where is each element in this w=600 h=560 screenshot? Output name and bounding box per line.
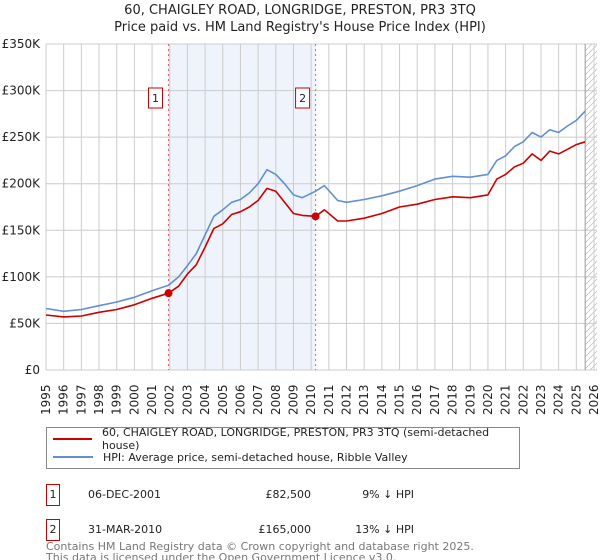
- x-tick-label: 1995: [39, 384, 53, 415]
- x-tick-label: 2011: [322, 384, 336, 415]
- chart-subtitle: Price paid vs. HM Land Registry's House …: [114, 20, 486, 35]
- footer-line-1: Contains HM Land Registry data © Crown c…: [46, 540, 474, 553]
- x-tick-label: 1998: [92, 384, 106, 415]
- sale-marker-label: 1: [152, 92, 159, 105]
- y-tick-label: £350K: [2, 37, 42, 51]
- y-tick-label: £100K: [2, 270, 42, 284]
- transaction-hpi-diff: 13% ↓ HPI: [355, 523, 414, 536]
- y-tick-label: £300K: [2, 84, 42, 98]
- x-tick-label: 2005: [216, 384, 230, 415]
- x-tick-label: 2013: [357, 384, 371, 415]
- transaction-price: £82,500: [265, 488, 312, 501]
- x-tick-label: 2007: [251, 384, 265, 415]
- hpi-line: [45, 110, 586, 313]
- price-chart: 1995 1996 1997 1998 1999 2000 2001 2002 2003 2004…: [2, 37, 600, 415]
- transaction-price: £165,000: [258, 523, 312, 536]
- transaction-row: 1 06-DEC-2001 £82,500 9% ↓ HPI: [46, 484, 486, 506]
- x-tick-label: 2023: [534, 384, 548, 415]
- x-tick-label: 2024: [552, 384, 566, 415]
- footer: Contains HM Land Registry data © Crown c…: [46, 541, 474, 560]
- legend-label-property: 60, CHAIGLEY ROAD, LONGRIDGE, PRESTON, P…: [101, 426, 490, 452]
- legend-item-property: 60, CHAIGLEY ROAD, LONGRIDGE, PRESTON, P…: [53, 426, 519, 452]
- sale-marker-box: [295, 87, 311, 109]
- x-tick-label: 2018: [446, 384, 460, 415]
- x-tick-label: 2001: [145, 384, 159, 415]
- x-tick-label: 2021: [499, 384, 513, 415]
- x-tick-label: 2002: [163, 384, 177, 415]
- sale-marker-label: 2: [299, 92, 306, 105]
- x-tick-label: 2000: [127, 384, 141, 415]
- sale-point: [311, 212, 320, 221]
- legend-swatch-property: [53, 438, 92, 440]
- legend-label-hpi: HPI: Average price, semi-detached house,…: [103, 450, 408, 464]
- x-tick-label: 1997: [74, 384, 88, 415]
- x-tick-label: 2015: [393, 384, 407, 415]
- x-tick-label: 2019: [463, 384, 477, 415]
- x-tick-label: 1996: [57, 384, 71, 415]
- x-tick-label: 2008: [269, 384, 283, 415]
- y-tick-label: £150K: [2, 223, 42, 237]
- y-tick-label: £200K: [2, 177, 42, 191]
- legend-swatch-hpi: [53, 456, 93, 458]
- transaction-date: 06-DEC-2001: [88, 488, 162, 501]
- sale-marker-box: [148, 87, 164, 109]
- shaded-period: [168, 44, 316, 370]
- x-tick-label: 2014: [375, 384, 389, 415]
- y-tick-label: £0: [25, 363, 40, 377]
- y-tick-label: £50K: [9, 316, 41, 330]
- x-tick-label: 2025: [569, 384, 583, 415]
- y-tick-label: £250K: [2, 130, 42, 144]
- transaction-badge: 1: [46, 484, 60, 506]
- sale-point: [164, 289, 173, 298]
- x-tick-label: 2020: [481, 384, 495, 415]
- transaction-badge: 2: [46, 519, 60, 541]
- transaction-date: 31-MAR-2010: [88, 523, 163, 536]
- x-tick-label: 2004: [198, 384, 212, 415]
- x-tick-label: 2009: [286, 384, 300, 415]
- x-tick-label: 2017: [428, 384, 442, 415]
- forecast-hatch: [585, 44, 597, 370]
- property-price-line: [45, 141, 586, 318]
- transaction-row: 2 31-MAR-2010 £165,000 13% ↓ HPI: [46, 519, 486, 541]
- x-tick-label: 1999: [110, 384, 124, 415]
- x-tick-label: 2010: [304, 384, 318, 415]
- x-tick-label: 2026: [587, 384, 600, 415]
- x-tick-label: 2012: [340, 384, 354, 415]
- x-tick-label: 2022: [516, 384, 530, 415]
- x-tick-label: 2003: [180, 384, 194, 415]
- chart-title: 60, CHAIGLEY ROAD, LONGRIDGE, PRESTON, P…: [124, 3, 476, 18]
- x-tick-label: 2016: [410, 384, 424, 415]
- legend: 60, CHAIGLEY ROAD, LONGRIDGE, PRESTON, P…: [46, 426, 520, 469]
- legend-item-hpi: HPI: Average price, semi-detached house,…: [53, 448, 408, 466]
- x-tick-label: 2006: [233, 384, 247, 415]
- footer-line-2: This data is licensed under the Open Gov…: [46, 551, 397, 560]
- transaction-hpi-diff: 9% ↓ HPI: [362, 488, 414, 501]
